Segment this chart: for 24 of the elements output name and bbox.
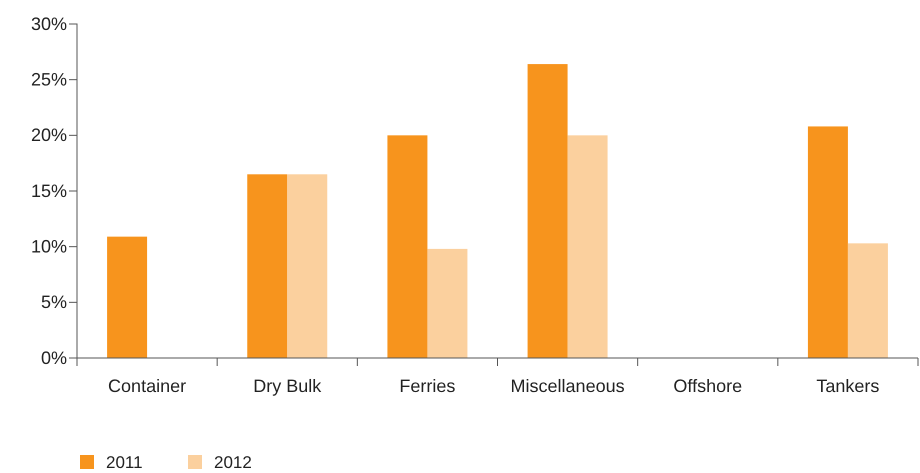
bar: [287, 174, 328, 358]
bar: [848, 243, 888, 358]
x-tick-label: Ferries: [399, 376, 456, 396]
x-tick-label: Container: [108, 376, 186, 396]
bar: [247, 174, 288, 358]
y-tick-label: 30%: [30, 14, 67, 34]
bar: [107, 236, 148, 358]
legend-label: 2011: [106, 453, 143, 472]
y-tick-label: 25%: [30, 69, 67, 90]
y-tick-label: 15%: [30, 180, 67, 201]
x-tick-label: Offshore: [673, 376, 742, 396]
legend-label: 2012: [214, 453, 252, 472]
bar: [528, 64, 568, 358]
bar: [387, 135, 428, 358]
bar: [808, 126, 848, 358]
y-tick-label: 20%: [30, 125, 67, 146]
y-tick-label: 0%: [40, 348, 67, 368]
x-tick-label: Dry Bulk: [253, 376, 322, 396]
y-tick-label: 10%: [30, 236, 67, 256]
bar: [427, 248, 468, 358]
x-tick-label: Miscellaneous: [510, 376, 625, 396]
bar: [568, 135, 608, 358]
y-tick-label: 5%: [40, 292, 67, 312]
x-tick-label: Tankers: [816, 376, 880, 396]
